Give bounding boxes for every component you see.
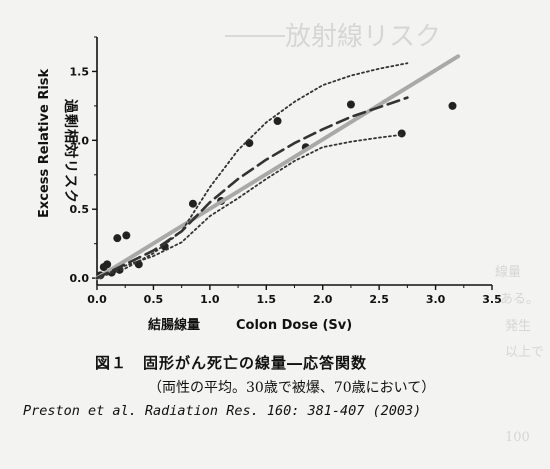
series-line-dotted bbox=[96, 62, 409, 280]
x-tick-label: 3.5 bbox=[482, 293, 502, 306]
data-point bbox=[273, 117, 282, 126]
x-tick-label: 1.5 bbox=[257, 293, 277, 306]
x-tick-label: 0.5 bbox=[144, 293, 164, 306]
data-point bbox=[397, 129, 406, 138]
ghost-text-top: 放射線リスク bbox=[285, 22, 441, 52]
ghost-text-line5: 100 bbox=[505, 430, 530, 445]
y-axis-title-en: Excess Relative Risk bbox=[37, 68, 52, 218]
figure-subtitle: （両性の平均。30歳で被爆、70歳において） bbox=[148, 380, 436, 396]
y-tick-label: 1.5 bbox=[70, 65, 90, 78]
ghost-text-line2: ある。 bbox=[500, 292, 539, 307]
y-axis-title-jp: 過剰相対リスク bbox=[62, 98, 79, 204]
x-axis-title-jp: 結腸線量 bbox=[148, 317, 200, 333]
plot-area: 0.0 0.5 1.0 1.5 2.0 2.5 3.0 3.5 0.0 0.5 1.0 1.5 bbox=[70, 36, 502, 306]
citation: Preston et al. Radiation Res. 160: 381-4… bbox=[23, 403, 422, 419]
series-line-dashed bbox=[95, 96, 409, 280]
x-tick-label: 2.0 bbox=[313, 293, 333, 306]
series-line-dotted bbox=[96, 133, 403, 280]
series-line-solid bbox=[95, 54, 461, 281]
data-point bbox=[245, 139, 254, 148]
data-point bbox=[448, 101, 457, 110]
y-tick-label: 0.0 bbox=[70, 272, 90, 285]
data-point bbox=[188, 199, 197, 208]
y-tick-label: 0.5 bbox=[70, 203, 90, 216]
data-point bbox=[346, 100, 355, 109]
y-tick-label: 1.0 bbox=[70, 134, 90, 147]
ghost-text-line3: 発生 bbox=[505, 319, 531, 334]
data-point bbox=[103, 260, 112, 269]
x-tick-label: 0.0 bbox=[87, 293, 107, 306]
data-point bbox=[113, 234, 122, 243]
figure-title: 図１ 固形がん死亡の線量―応答関数 bbox=[95, 354, 368, 372]
ghost-text-line1: 線量 bbox=[495, 264, 521, 280]
data-point bbox=[122, 231, 131, 240]
ghost-text-line4: 以上で bbox=[505, 345, 544, 360]
x-axis-title-en: Colon Dose (Sv) bbox=[236, 318, 352, 333]
x-tick-label: 2.5 bbox=[369, 293, 389, 306]
x-tick-label: 1.0 bbox=[200, 293, 220, 306]
x-tick-label: 3.0 bbox=[426, 293, 446, 306]
